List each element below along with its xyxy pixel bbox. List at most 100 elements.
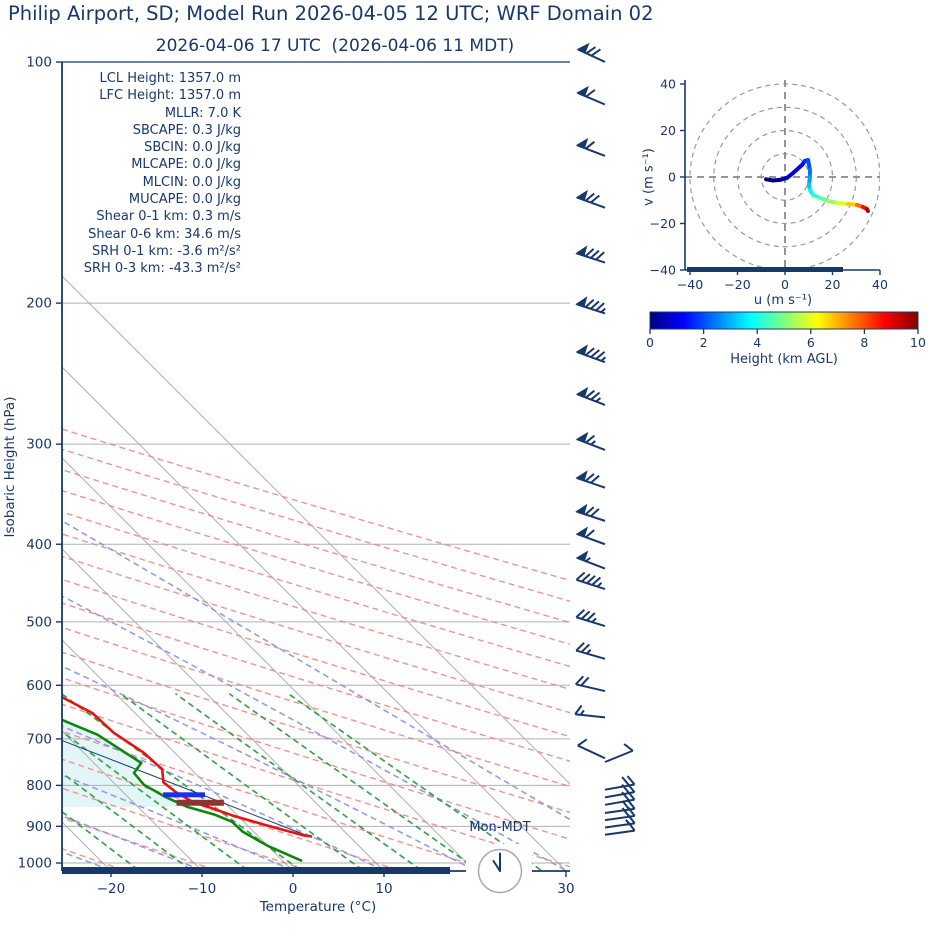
wind-barb — [575, 245, 606, 264]
moist-adiabat-line — [62, 519, 570, 821]
mixing-ratio-line — [228, 693, 479, 871]
skewt-y-axis-label: Isobaric Height (hPa) — [2, 396, 18, 538]
wind-barb — [575, 642, 606, 660]
wind-barb — [576, 42, 606, 63]
pressure-tick-label: 1000 — [18, 856, 52, 872]
wind-barb — [575, 503, 606, 522]
stat-line: LFC Height: 1357.0 m — [99, 88, 241, 104]
colorbar-tick-label: 4 — [753, 335, 761, 350]
hodograph-y-axis-label: v (m s⁻¹) — [641, 148, 657, 206]
hodograph-x-axis-label: u (m s⁻¹) — [753, 293, 813, 308]
isotherm-line — [62, 457, 475, 871]
colorbar-tick-label: 8 — [860, 335, 868, 350]
stat-line: SRH 0-1 km: -3.6 m²/s² — [92, 243, 241, 259]
wind-barb — [575, 189, 606, 209]
clock-hour-hand — [492, 860, 501, 872]
parcel-path-line — [62, 739, 309, 837]
stat-line: SBCIN: 0.0 J/kg — [144, 140, 241, 156]
pressure-tick-label: 100 — [26, 55, 52, 71]
temperature-tick-label: −20 — [97, 881, 126, 897]
pressure-tick-label: 300 — [26, 437, 52, 453]
page-title: Philip Airport, SD; Model Run 2026-04-05… — [8, 2, 654, 25]
wind-barb — [575, 344, 607, 364]
valid-time-subtitle: 2026-04-06 17 UTC (2026-04-06 11 MDT) — [155, 36, 515, 56]
hodograph-plot-area — [685, 80, 880, 270]
colorbar-tick-label: 0 — [646, 335, 654, 350]
temperature-tick-label: −10 — [188, 881, 217, 897]
moist-adiabat-line — [62, 725, 384, 871]
stat-line: LCL Height: 1357.0 m — [99, 71, 241, 86]
wind-barb — [576, 85, 606, 106]
temperature-tick-label: 10 — [375, 881, 392, 897]
wind-barb — [575, 386, 606, 406]
hodograph-u-tick-label: 40 — [872, 277, 888, 292]
wind-barb — [575, 571, 606, 591]
isotherm-line — [62, 548, 384, 871]
lcl-level-bar — [163, 792, 205, 798]
isotherm-line — [62, 275, 570, 785]
wind-barb — [604, 821, 636, 836]
moist-layer-fill — [62, 62, 187, 808]
stat-line: MLCIN: 0.0 J/kg — [142, 174, 241, 190]
wind-barb — [575, 550, 606, 570]
wind-barb — [575, 609, 606, 627]
wind-barb — [577, 738, 606, 760]
isotherm-line — [62, 366, 566, 871]
colorbar-tick-label: 10 — [910, 335, 926, 350]
hodograph-trace-segment — [864, 207, 870, 213]
wind-barb — [575, 526, 606, 546]
hodograph-ground-bar — [687, 267, 843, 272]
mixing-ratio-line — [175, 693, 422, 871]
skewt-plot-area — [62, 62, 570, 871]
height-colorbar — [649, 311, 919, 330]
pressure-tick-label: 400 — [26, 537, 52, 553]
stat-line: SBCAPE: 0.3 J/kg — [132, 122, 241, 138]
dry-adiabat-line — [62, 677, 570, 840]
dry-adiabat-line — [62, 730, 490, 871]
pressure-tick-label: 600 — [26, 678, 52, 694]
wind-barb — [575, 431, 606, 451]
mixing-ratio-line — [120, 693, 363, 871]
wind-barb — [574, 704, 606, 719]
hodograph-v-tick-label: −40 — [650, 263, 676, 278]
wind-barb — [604, 790, 636, 806]
stat-line: MLLR: 7.0 K — [164, 105, 241, 121]
hodograph-trace-segment — [791, 162, 805, 176]
hodograph-v-tick-label: 0 — [668, 170, 676, 185]
temperature-tick-label: 0 — [289, 881, 298, 897]
stat-line: MLCAPE: 0.0 J/kg — [131, 157, 241, 173]
colorbar-tick-label: 6 — [807, 335, 815, 350]
stat-line: Shear 0-1 km: 0.3 m/s — [96, 209, 241, 225]
stat-line: Shear 0-6 km: 34.6 m/s — [88, 226, 241, 242]
sounding-stats-block: LCL Height: 1357.0 m LFC Height: 1357.0 m… — [63, 70, 241, 278]
hodograph-v-tick-label: 40 — [660, 77, 676, 92]
pressure-tick-label: 900 — [26, 819, 52, 835]
colorbar-label: Height (km AGL) — [730, 352, 838, 367]
clock-label: Mon-MDT — [469, 820, 531, 835]
dewpoint-curve — [62, 718, 303, 863]
surface-level-bar — [176, 799, 224, 806]
hodograph-u-tick-label: 0 — [781, 277, 789, 292]
temperature-curve — [62, 695, 313, 838]
colorbar-tick-label: 2 — [700, 335, 708, 350]
wind-barb — [575, 470, 606, 489]
hodograph-u-tick-label: −20 — [724, 277, 750, 292]
wind-barb — [575, 675, 606, 693]
wind-barb — [575, 137, 606, 157]
pressure-tick-label: 200 — [26, 296, 52, 312]
pressure-tick-label: 500 — [26, 614, 52, 630]
dry-adiabat-line — [62, 448, 570, 602]
wind-barb — [604, 743, 634, 763]
hodograph-v-tick-label: 20 — [660, 123, 676, 138]
hodograph-u-tick-label: −40 — [677, 277, 703, 292]
wind-barb — [575, 296, 606, 315]
temperature-tick-label: 30 — [557, 881, 574, 897]
stat-line: SRH 0-3 km: -43.3 m²/s² — [83, 261, 241, 277]
skewt-x-axis-label: Temperature (°C) — [259, 899, 377, 915]
hodograph-v-tick-label: −20 — [650, 216, 676, 231]
stat-line: MUCAPE: 0.0 J/kg — [128, 192, 241, 208]
dry-adiabat-line — [62, 651, 570, 814]
mixing-ratio-line — [287, 693, 542, 871]
